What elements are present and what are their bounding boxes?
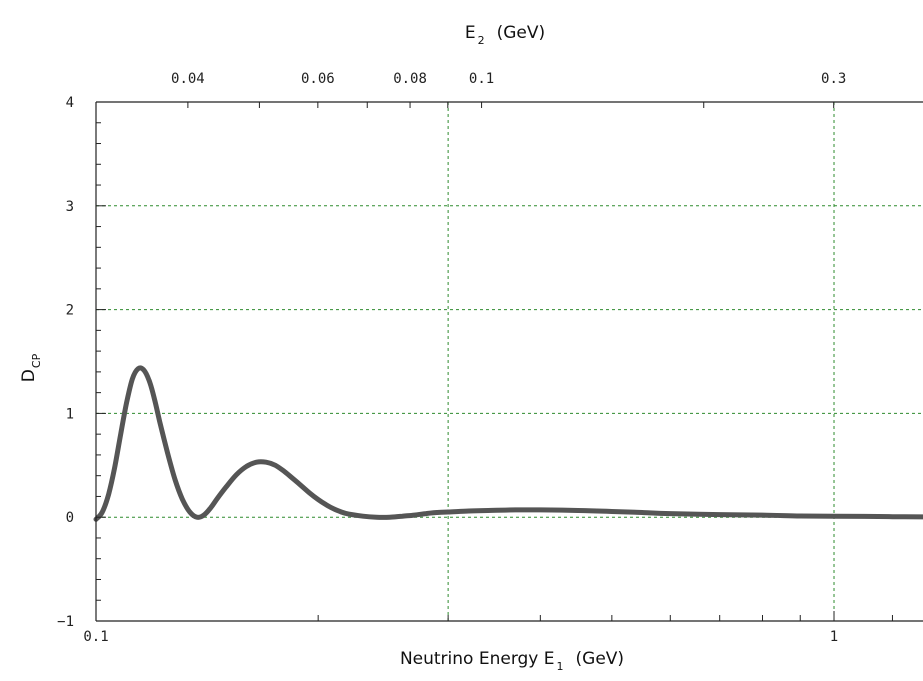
x2-tick-label: 0.08: [393, 71, 427, 87]
x2-tick-label: 0.3: [821, 71, 846, 87]
curve-layer: [93, 365, 923, 522]
x2-tick-label: 0.04: [171, 71, 205, 87]
axes-frame: [95, 101, 923, 622]
x2-tick-label: 0.06: [301, 71, 335, 87]
y-tick-label: 4: [66, 95, 74, 111]
tick-labels: −1 0 1 2 3 4 0.1 1 0.04 0.06 0.08 0.1 0.3: [57, 71, 846, 645]
x2-tick-label: 0.1: [469, 71, 494, 87]
y-tick-label: −1: [57, 614, 74, 630]
x2-axis-title: E 2 (GeV): [465, 23, 545, 47]
y-axis-title: DCP: [19, 353, 43, 382]
y-tick-label: 2: [66, 303, 74, 319]
y-tick-label: 1: [66, 406, 74, 422]
grid-lines: [96, 102, 923, 621]
y-tick-label: 3: [66, 199, 74, 215]
x-axis-title: Neutrino Energy E 1 (GeV): [400, 649, 624, 673]
dcp-curve: [93, 365, 923, 522]
x-tick-label: 1: [830, 629, 838, 645]
x-tick-label: 0.1: [83, 629, 108, 645]
y-tick-label: 0: [66, 510, 74, 526]
